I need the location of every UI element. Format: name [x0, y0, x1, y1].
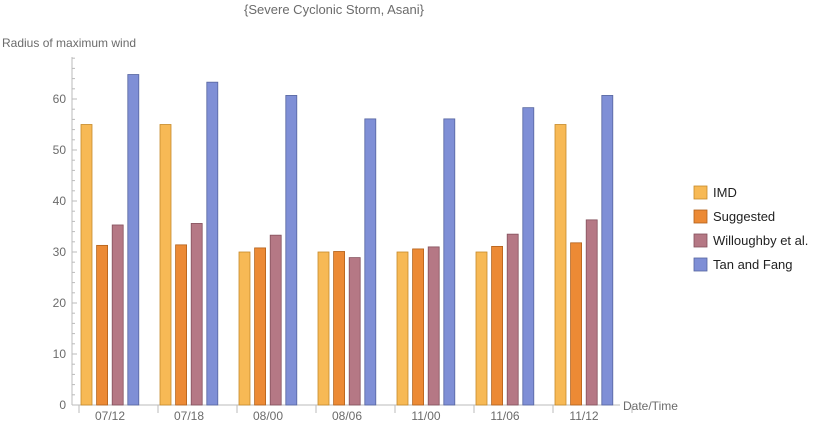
bar: [80, 124, 93, 406]
x-tick-label: 07/12: [95, 409, 125, 423]
bars-group: [80, 74, 614, 406]
y-tick-label: 10: [53, 347, 67, 361]
bar: [570, 242, 582, 406]
y-tick-label: 30: [53, 245, 67, 259]
bar: [491, 245, 504, 406]
bar: [254, 247, 267, 406]
legend-swatch: [693, 257, 708, 272]
bar: [190, 223, 203, 406]
bar: [601, 95, 614, 406]
x-tick-label: 07/18: [174, 409, 204, 423]
bar: [396, 251, 409, 406]
bar: [333, 251, 346, 406]
x-tick-label: 11/12: [569, 409, 598, 423]
legend-label: Tan and Fang: [713, 257, 793, 272]
bar: [348, 257, 361, 406]
x-axis-label: Date/Time: [623, 399, 678, 413]
legend-swatch: [693, 209, 708, 224]
x-tick-label: 08/00: [253, 409, 283, 423]
y-axis-label: Radius of maximum wind: [2, 36, 136, 50]
legend-label: Suggested: [713, 209, 775, 224]
legend-label: Willoughby et al.: [713, 233, 808, 248]
bar: [285, 95, 298, 406]
bar: [317, 251, 330, 406]
bar: [412, 248, 425, 406]
y-tick-label: 40: [53, 194, 67, 208]
y-tick-label: 50: [53, 143, 67, 157]
bar: [475, 251, 488, 406]
bar: [238, 251, 251, 406]
bar: [506, 233, 519, 406]
bar: [585, 219, 598, 406]
legend-label: IMD: [713, 185, 737, 200]
y-tick-label: 0: [59, 398, 66, 412]
bar: [127, 74, 140, 406]
x-tick-label: 11/06: [490, 409, 519, 423]
bar: [206, 81, 219, 406]
legend: IMD Suggested Willoughby et al. Tan and Fan…: [693, 185, 808, 272]
legend-swatch: [693, 233, 708, 248]
bar: [522, 107, 535, 406]
legend-swatch: [693, 185, 708, 200]
x-tick-label: 11/00: [411, 409, 440, 423]
bar: [364, 118, 377, 406]
bar: [159, 124, 172, 406]
chart-title: {Severe Cyclonic Storm, Asani}: [244, 2, 425, 17]
bar: [111, 224, 124, 406]
bar: [175, 244, 188, 406]
bar: [269, 234, 282, 406]
bar: [96, 244, 108, 406]
y-tick-label: 20: [53, 296, 67, 310]
y-tick-label: 60: [53, 92, 67, 106]
bar: [554, 124, 567, 406]
bar: [427, 246, 440, 406]
bar: [443, 118, 456, 406]
x-tick-label: 08/06: [332, 409, 362, 423]
